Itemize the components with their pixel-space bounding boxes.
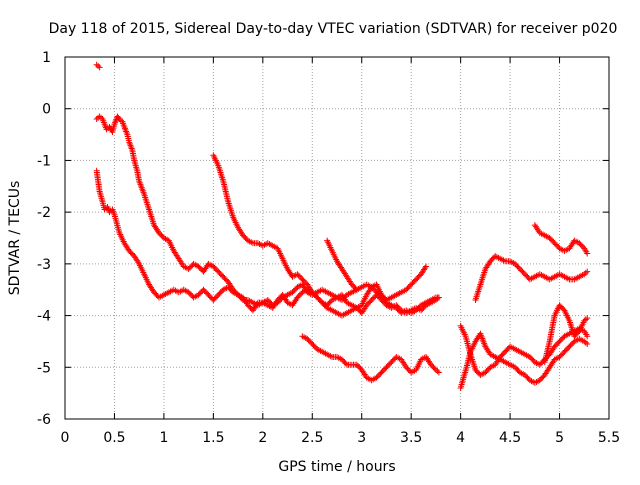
data-point-marker — [101, 206, 108, 213]
data-point-marker — [93, 61, 100, 68]
series-track-1 — [93, 61, 103, 71]
y-tick-label: -6 — [37, 412, 51, 428]
x-axis-label: GPS time / hours — [278, 459, 395, 475]
series-track-5 — [299, 333, 442, 384]
data-point-marker — [580, 244, 587, 251]
data-point-marker — [584, 250, 591, 257]
data-point-marker — [582, 269, 589, 276]
data-point-marker — [584, 333, 591, 340]
x-tick-label: 4 — [456, 430, 465, 446]
data-point-marker — [434, 368, 441, 375]
x-tick-label: 1.5 — [202, 430, 224, 446]
x-tick-label: 0.5 — [103, 430, 125, 446]
y-tick-label: -2 — [37, 205, 51, 221]
x-tick-label: 5.5 — [598, 430, 620, 446]
data-point-marker — [93, 116, 100, 123]
data-points — [93, 61, 591, 391]
data-point-marker — [435, 369, 442, 376]
y-tick-label: 1 — [42, 50, 51, 66]
y-tick-label: -5 — [37, 360, 51, 376]
series-track-6 — [324, 237, 360, 293]
data-point-marker — [584, 315, 591, 322]
data-point-marker — [584, 268, 591, 275]
axis-ticks: 0 0.5 1 1.5 2 2.5 3 3.5 4 4.5 5 5.5 1 0 -1 -2 -3 -4 -5 -6 — [37, 50, 620, 446]
y-tick-label: 0 — [42, 102, 51, 118]
y-axis-label: SDTVAR / TECUs — [7, 181, 23, 296]
data-point-marker — [582, 316, 589, 323]
data-point-marker — [581, 271, 588, 278]
data-point-marker — [423, 263, 430, 270]
data-point-marker — [432, 366, 439, 373]
data-point-marker — [582, 339, 589, 346]
data-point-marker — [96, 64, 103, 71]
data-point-marker — [342, 360, 349, 367]
data-point-marker — [584, 341, 591, 348]
x-tick-label: 2.5 — [301, 430, 323, 446]
x-tick-label: 3 — [357, 430, 366, 446]
x-tick-label: 1 — [159, 430, 168, 446]
data-point-marker — [106, 209, 113, 216]
data-point-marker — [98, 114, 105, 121]
data-point-marker — [352, 285, 359, 292]
series-track-10 — [531, 222, 591, 257]
data-point-marker — [435, 294, 442, 301]
x-tick-label: 0 — [61, 430, 70, 446]
x-tick-label: 5 — [555, 430, 564, 446]
data-point-marker — [431, 365, 438, 372]
y-tick-label: -1 — [37, 153, 51, 169]
x-tick-label: 3.5 — [400, 430, 422, 446]
y-tick-label: -3 — [37, 257, 51, 273]
series-track-9 — [472, 253, 591, 304]
data-point-marker — [575, 329, 582, 336]
data-point-marker — [103, 126, 110, 133]
data-point-marker — [116, 116, 123, 123]
series-track-4 — [210, 152, 442, 319]
plot-frame — [64, 56, 610, 420]
chart-title: Day 118 of 2015, Sidereal Day-to-day VTE… — [49, 21, 618, 37]
data-point-marker — [560, 306, 567, 313]
data-point-marker — [96, 113, 103, 120]
data-point-marker — [95, 63, 102, 70]
data-point-marker — [353, 286, 360, 293]
data-point-marker — [581, 338, 588, 345]
data-point-marker — [581, 317, 588, 324]
y-tick-label: -4 — [37, 309, 51, 325]
series-track-2 — [93, 113, 430, 309]
x-tick-label: 4.5 — [499, 430, 521, 446]
x-tick-label: 2 — [258, 430, 267, 446]
series-track-11 — [541, 302, 591, 366]
data-point-marker — [117, 117, 124, 124]
